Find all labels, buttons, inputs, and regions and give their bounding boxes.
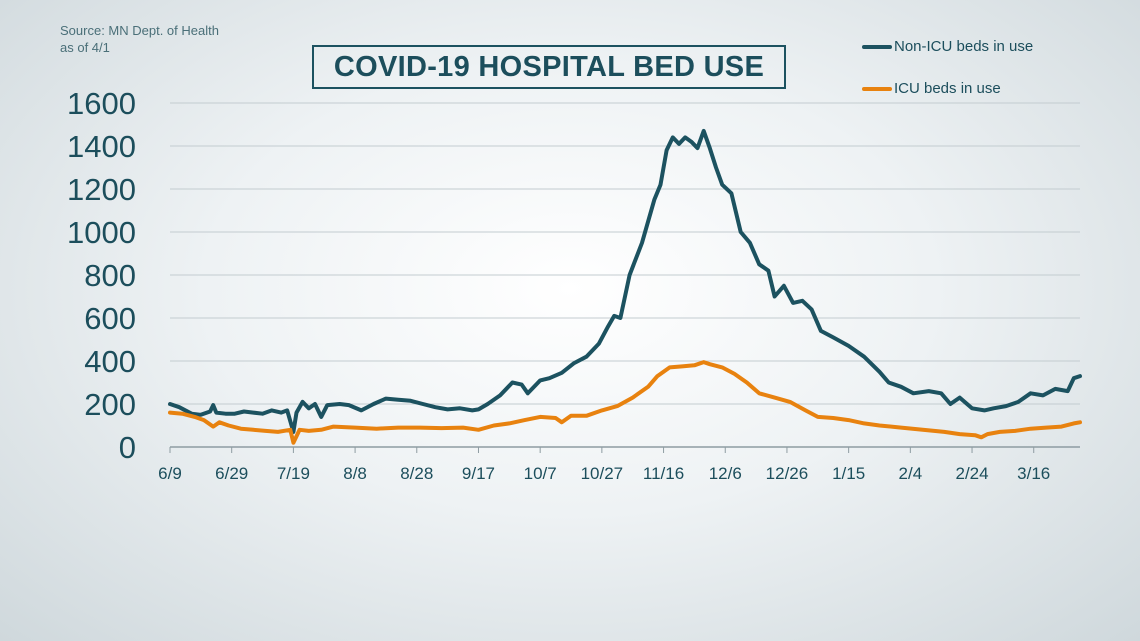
y-tick-label: 0: [119, 430, 136, 465]
y-axis-ticks: 0 200 400 600 800 1000 1200 1400 1600: [67, 86, 136, 465]
x-tick-label: 2/4: [899, 464, 923, 483]
y-tick-label: 1400: [67, 129, 136, 164]
y-tick-label: 200: [84, 387, 136, 422]
grid-lines: [170, 102, 1080, 448]
x-tick-label: 3/16: [1017, 464, 1050, 483]
series-line-non-icu: [168, 128, 1082, 434]
x-tick-label: 9/17: [462, 464, 495, 483]
x-tick-label: 6/29: [215, 464, 248, 483]
legend-item-non-icu: Non-ICU beds in use: [862, 38, 1033, 55]
source-line-1: Source: MN Dept. of Health: [60, 23, 219, 38]
chart-title: COVID-19 HOSPITAL BED USE: [312, 45, 786, 89]
x-tick-label: 12/6: [709, 464, 742, 483]
x-tick-label: 10/27: [581, 464, 624, 483]
y-tick-label: 600: [84, 301, 136, 336]
legend-swatch-non-icu: [862, 44, 892, 49]
legend-swatch-icu: [862, 86, 892, 91]
x-tick-label: 8/8: [343, 464, 367, 483]
legend-item-icu: ICU beds in use: [862, 80, 1001, 97]
x-tick-label: 7/19: [277, 464, 310, 483]
y-tick-label: 1200: [67, 172, 136, 207]
x-tick-label: 2/24: [955, 464, 988, 483]
series-lines: [168, 128, 1082, 445]
x-tick-label: 1/15: [832, 464, 865, 483]
x-tick-label: 10/7: [524, 464, 557, 483]
legend-label-icu: ICU beds in use: [894, 80, 1001, 97]
x-axis-ticks: 6/9 6/29 7/19 8/8 8/28 9/17 10/7 10/27 11/16 12/6…: [158, 447, 1050, 483]
x-tick-label: 12/26: [766, 464, 809, 483]
y-tick-label: 1600: [67, 86, 136, 121]
y-tick-label: 400: [84, 344, 136, 379]
x-tick-label: 11/16: [643, 464, 684, 483]
y-tick-label: 800: [84, 258, 136, 293]
legend-label-non-icu: Non-ICU beds in use: [894, 38, 1034, 55]
source-line-2: as of 4/1: [60, 40, 110, 55]
source-note: Source: MN Dept. of Health as of 4/1: [60, 22, 219, 56]
series-line-icu: [168, 360, 1082, 445]
y-tick-label: 1000: [67, 215, 136, 250]
x-tick-label: 8/28: [400, 464, 433, 483]
x-tick-label: 6/9: [158, 464, 182, 483]
